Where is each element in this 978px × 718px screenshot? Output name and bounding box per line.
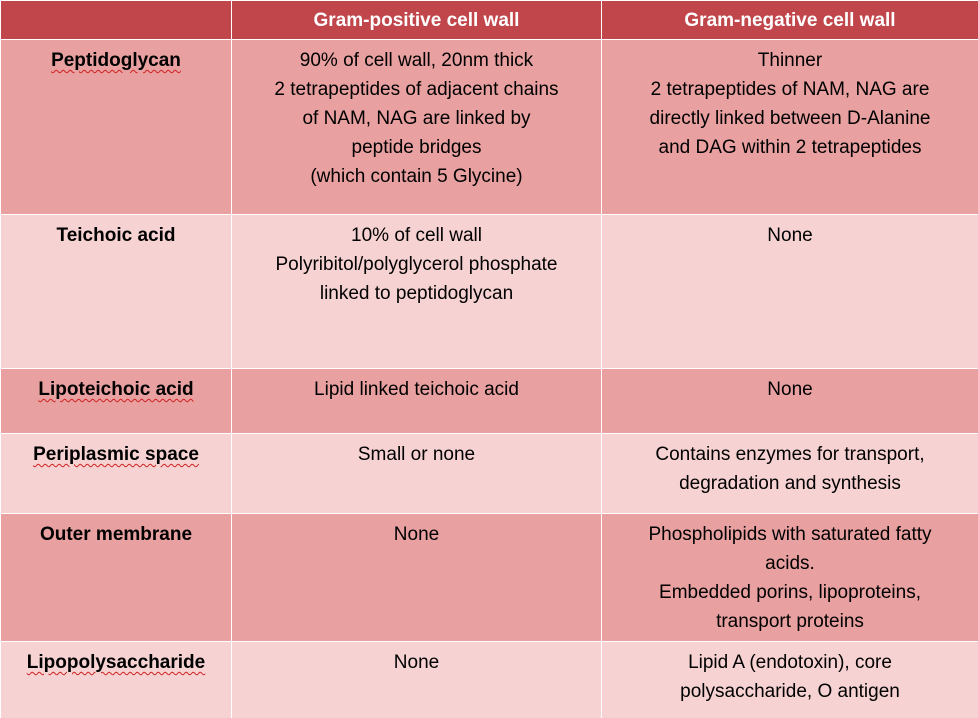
header-row: Gram-positive cell wall Gram-negative ce… xyxy=(0,0,978,40)
cell-line: (which contain 5 Glycine) xyxy=(310,166,523,187)
row-teichoic-acid: Teichoic acid 10% of cell wall Polyribit… xyxy=(0,214,978,369)
feature-label: Lipoteichoic acid xyxy=(38,379,194,400)
header-gram-positive: Gram-positive cell wall xyxy=(231,0,602,40)
header-corner xyxy=(0,0,232,40)
feature-label: Peptidoglycan xyxy=(51,50,181,71)
cell-line: Embedded porins, lipoproteins, xyxy=(659,582,921,603)
feature-periplasmic-space: Periplasmic space xyxy=(0,433,232,514)
cell-periplasmic-space-negative: Contains enzymes for transport, degradat… xyxy=(601,433,978,514)
cell-line: Polyribitol/polyglycerol phosphate xyxy=(275,254,558,275)
cell-line: Contains enzymes for transport, xyxy=(655,444,925,465)
cell-line: transport proteins xyxy=(716,611,864,632)
feature-label: Outer membrane xyxy=(39,524,193,545)
cell-outer-membrane-negative: Phospholipids with saturated fatty acids… xyxy=(601,513,978,642)
cell-lipoteichoic-acid-negative: None xyxy=(601,368,978,434)
cell-line: 90% of cell wall, 20nm thick xyxy=(299,50,534,71)
row-outer-membrane: Outer membrane None Phospholipids with s… xyxy=(0,513,978,642)
cell-lipopolysaccharide-negative: Lipid A (endotoxin), core polysaccharide… xyxy=(601,641,978,718)
feature-teichoic-acid: Teichoic acid xyxy=(0,214,232,369)
cell-line: 2 tetrapeptides of adjacent chains xyxy=(274,79,559,100)
cell-line: acids. xyxy=(765,553,815,574)
cell-line: None xyxy=(767,225,813,246)
cell-teichoic-acid-positive: 10% of cell wall Polyribitol/polyglycero… xyxy=(231,214,602,369)
row-lipoteichoic-acid: Lipoteichoic acid Lipid linked teichoic … xyxy=(0,368,978,434)
cell-line: and DAG within 2 tetrapeptides xyxy=(658,137,922,158)
cell-line: Phospholipids with saturated fatty xyxy=(648,524,932,545)
cell-line: degradation and synthesis xyxy=(679,473,901,494)
cell-line: linked to peptidoglycan xyxy=(319,283,514,304)
cell-line: Small or none xyxy=(357,444,476,465)
cell-line: Lipid A (endotoxin), core xyxy=(688,652,892,673)
feature-lipoteichoic-acid: Lipoteichoic acid xyxy=(0,368,232,434)
cell-lipoteichoic-acid-positive: Lipid linked teichoic acid xyxy=(231,368,602,434)
cell-line: of NAM, NAG are linked by xyxy=(302,108,531,129)
cell-periplasmic-space-positive: Small or none xyxy=(231,433,602,514)
cell-line: Lipid linked teichoic acid xyxy=(314,379,519,400)
feature-lipopolysaccharide: Lipopolysaccharide xyxy=(0,641,232,718)
cell-line: polysaccharide, O antigen xyxy=(680,681,900,702)
cell-line: None xyxy=(393,524,440,545)
cell-line: Thinner xyxy=(757,50,823,71)
feature-outer-membrane: Outer membrane xyxy=(0,513,232,642)
cell-line: directly linked between D-Alanine xyxy=(649,108,931,129)
feature-label: Teichoic acid xyxy=(56,225,176,246)
cell-line: 2 tetrapeptides of NAM, NAG are xyxy=(650,79,930,100)
cell-lipopolysaccharide-positive: None xyxy=(231,641,602,718)
feature-peptidoglycan: Peptidoglycan xyxy=(0,39,232,215)
cell-line: 10% of cell wall xyxy=(351,225,482,246)
cell-line: None xyxy=(393,652,440,673)
cell-teichoic-acid-negative: None xyxy=(601,214,978,369)
cell-line: peptide bridges xyxy=(351,137,482,158)
feature-label: Periplasmic space xyxy=(33,444,199,465)
row-peptidoglycan: Peptidoglycan 90% of cell wall, 20nm thi… xyxy=(0,39,978,215)
row-periplasmic-space: Periplasmic space Small or none Contains… xyxy=(0,433,978,514)
header-gram-negative: Gram-negative cell wall xyxy=(601,0,978,40)
cell-outer-membrane-positive: None xyxy=(231,513,602,642)
row-lipopolysaccharide: Lipopolysaccharide None Lipid A (endotox… xyxy=(0,641,978,718)
feature-label: Lipopolysaccharide xyxy=(26,652,206,673)
cell-line: None xyxy=(767,379,813,400)
cell-peptidoglycan-positive: 90% of cell wall, 20nm thick 2 tetrapept… xyxy=(231,39,602,215)
cell-peptidoglycan-negative: Thinner 2 tetrapeptides of NAM, NAG are … xyxy=(601,39,978,215)
